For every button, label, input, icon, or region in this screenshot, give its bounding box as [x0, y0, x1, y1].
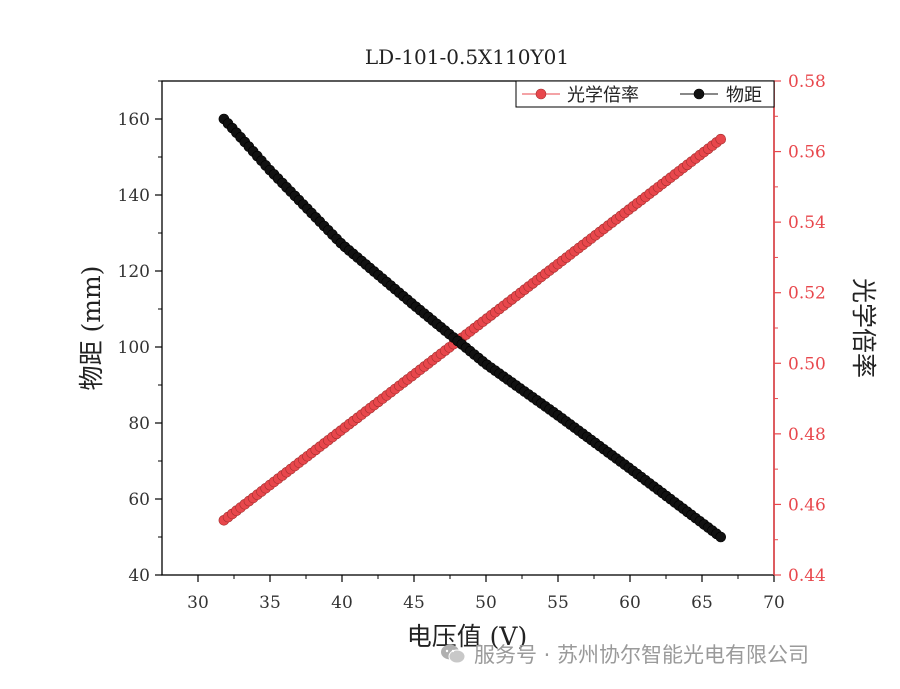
y-axis-left-ticks: 40 60 80 100 120 140 160 [118, 80, 162, 586]
y-right-tick-label: 0.56 [788, 143, 826, 163]
x-tick-label: 65 [691, 593, 713, 613]
watermark-text: 服务号 · 苏州协尔智能光电有限公司 [474, 643, 810, 667]
watermark: 服务号 · 苏州协尔智能光电有限公司 [440, 638, 809, 670]
y-left-tick-label: 60 [128, 490, 150, 510]
series-object-distance [218, 113, 727, 543]
wechat-icon [441, 644, 466, 664]
legend-marker-magnification [535, 88, 547, 100]
legend-label-magnification: 光学倍率 [567, 85, 639, 106]
y-left-tick-label: 120 [118, 262, 150, 282]
y-axis-right-ticks: 0.44 0.46 0.48 0.50 0.52 0.54 0.56 0.58 [773, 72, 826, 586]
x-tick-label: 50 [475, 593, 497, 613]
legend-marker-distance [693, 88, 705, 100]
x-tick-label: 30 [187, 593, 209, 613]
y-left-tick-label: 160 [118, 110, 150, 130]
y-right-tick-label: 0.50 [788, 354, 826, 374]
data-point-object-distance [715, 531, 727, 543]
data-point-magnification [715, 133, 727, 145]
y-right-tick-label: 0.48 [788, 425, 826, 445]
y-left-tick-label: 140 [118, 186, 150, 206]
y-right-tick-label: 0.52 [788, 284, 826, 304]
y-left-tick-label: 100 [118, 338, 150, 358]
x-tick-label: 70 [763, 593, 785, 613]
y-right-tick-label: 0.46 [788, 495, 826, 515]
y-left-tick-label: 80 [128, 414, 150, 434]
legend-label-distance: 物距 [726, 85, 762, 106]
y-right-tick-label: 0.44 [788, 566, 826, 586]
chart-title: LD-101-0.5X110Y01 [365, 45, 569, 69]
y-right-tick-label: 0.54 [788, 213, 826, 233]
x-tick-label: 55 [547, 593, 569, 613]
x-axis-label: 电压值 (V) [407, 622, 528, 651]
y-left-tick-label: 40 [128, 566, 150, 586]
x-tick-label: 60 [619, 593, 641, 613]
x-tick-label: 45 [403, 593, 425, 613]
y-axis-left-label: 物距 (mm) [77, 266, 106, 391]
y-right-tick-label: 0.58 [788, 72, 826, 92]
x-tick-label: 40 [331, 593, 353, 613]
legend: 光学倍率 物距 [515, 80, 775, 108]
x-axis-ticks: 30 35 40 45 50 55 60 65 70 [187, 575, 785, 613]
x-tick-label: 35 [259, 593, 281, 613]
y-axis-right-label: 光学倍率 [849, 278, 878, 378]
